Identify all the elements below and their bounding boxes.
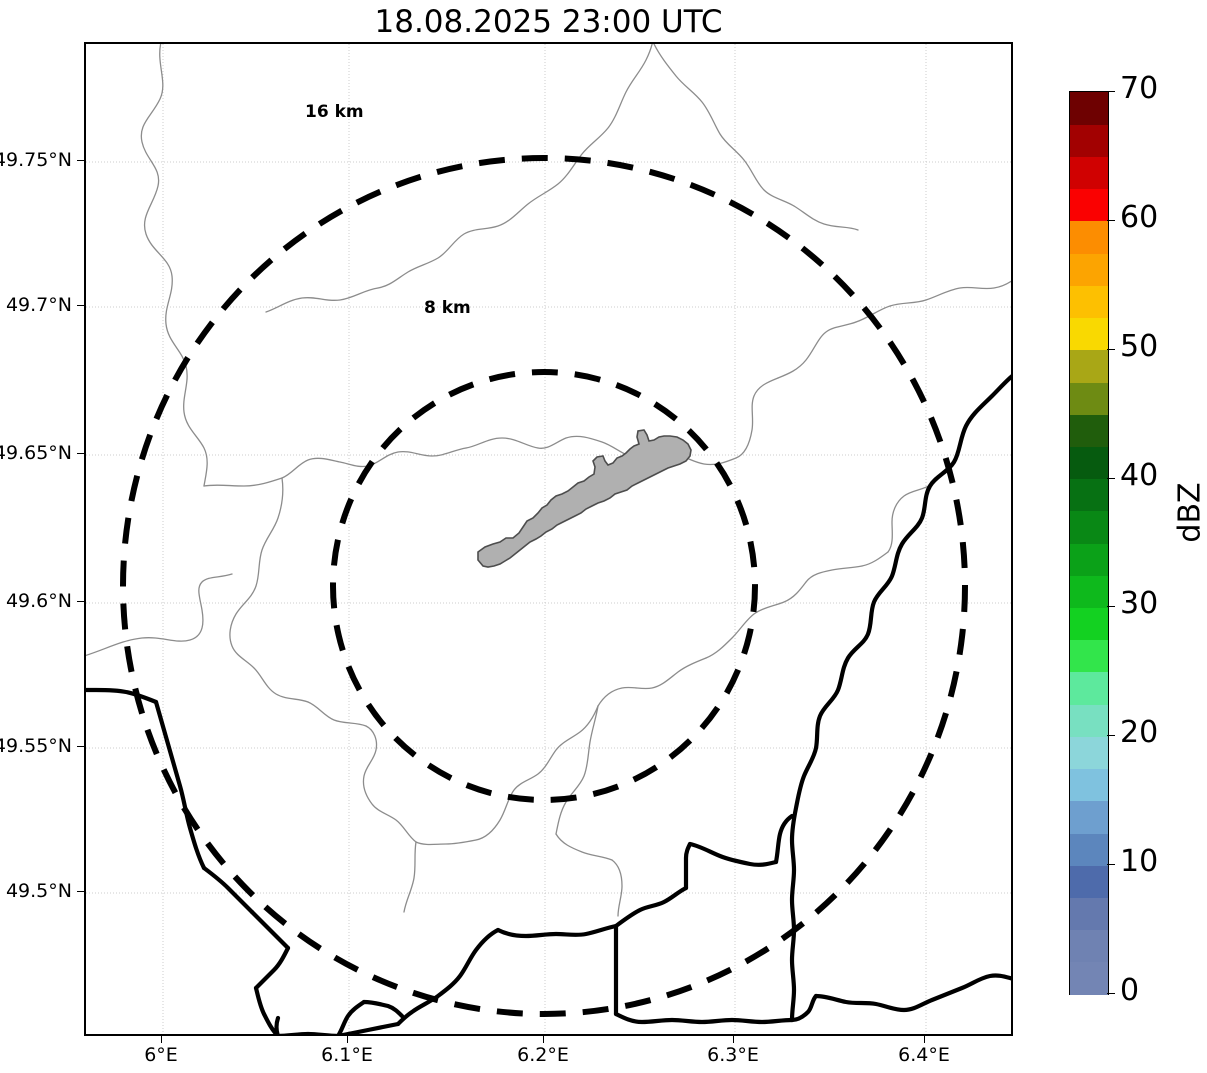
colorbar-band: [1070, 575, 1108, 609]
colorbar-band: [1070, 124, 1108, 158]
colorbar-band: [1070, 188, 1108, 222]
colorbar-band: [1070, 639, 1108, 673]
xtick-label-3: 6.3°E: [707, 1044, 759, 1066]
colorbar-tick-mark: [1107, 219, 1115, 221]
colorbar-band: [1070, 381, 1108, 415]
xtick-label-1: 6.1°E: [321, 1044, 373, 1066]
ytick-label-3: 49.6°N: [5, 590, 72, 612]
xtick-mark: [161, 1036, 162, 1043]
ytick-label-0: 49.75°N: [0, 149, 72, 171]
colorbar-tick-mark: [1107, 993, 1115, 994]
colorbar-band: [1070, 478, 1108, 512]
colorbar-band: [1070, 510, 1108, 544]
map-plot-area[interactable]: [84, 42, 1013, 1036]
colorbar-tick-label-70: 70: [1120, 71, 1159, 106]
range-ring-16km: [120, 155, 968, 1017]
xtick-mark: [924, 1036, 925, 1043]
xtick-label-2: 6.2°E: [517, 1044, 569, 1066]
colorbar-band: [1070, 92, 1108, 125]
colorbar-tick-mark: [1107, 477, 1115, 479]
colorbar-band: [1070, 800, 1108, 834]
range-ring-8km: [330, 369, 758, 803]
colorbar-band: [1070, 543, 1108, 576]
ytick-mark: [77, 891, 84, 892]
colorbar-band: [1070, 832, 1108, 866]
ytick-mark: [77, 601, 84, 602]
colorbar-tick-mark: [1107, 606, 1115, 608]
colorbar-band: [1070, 414, 1108, 447]
city-polygon: [477, 429, 692, 568]
colorbar-tick-label-30: 30: [1120, 586, 1159, 622]
colorbar-tick-label-60: 60: [1120, 199, 1159, 235]
colorbar-band: [1070, 929, 1108, 963]
colorbar-band: [1070, 736, 1108, 770]
ytick-label-4: 49.55°N: [0, 735, 72, 757]
page-title: 18.08.2025 23:00 UTC: [374, 4, 723, 40]
colorbar[interactable]: [1069, 91, 1109, 995]
colorbar-band: [1070, 317, 1108, 351]
colorbar-tick-label-50: 50: [1120, 328, 1159, 364]
colorbar-tick-mark: [1107, 91, 1115, 92]
colorbar-band: [1070, 156, 1108, 190]
ytick-label-2: 49.65°N: [0, 442, 72, 464]
colorbar-band: [1070, 671, 1108, 705]
colorbar-tick-mark: [1107, 735, 1115, 737]
colorbar-band: [1070, 897, 1108, 931]
colorbar-band: [1070, 285, 1108, 319]
colorbar-band: [1070, 253, 1108, 286]
xtick-label-4: 6.4°E: [898, 1044, 950, 1066]
colorbar-tick-label-40: 40: [1120, 457, 1159, 493]
colorbar-tick-label-20: 20: [1120, 715, 1159, 751]
xtick-mark: [733, 1036, 734, 1043]
ytick-mark: [77, 746, 84, 747]
ytick-mark: [77, 453, 84, 454]
colorbar-band: [1070, 220, 1108, 254]
colorbar-band: [1070, 607, 1108, 641]
range-ring-label-16km: 16 km: [305, 102, 364, 122]
ytick-label-5: 49.5°N: [5, 880, 72, 902]
country-border: [86, 374, 1011, 1034]
colorbar-band: [1070, 349, 1108, 383]
xtick-label-0: 6°E: [144, 1044, 178, 1066]
xtick-mark: [543, 1036, 544, 1043]
colorbar-band: [1070, 704, 1108, 737]
ytick-mark: [77, 305, 84, 306]
ytick-mark: [77, 160, 84, 161]
grid-lines: [86, 44, 1011, 1034]
colorbar-band: [1070, 865, 1108, 898]
ytick-label-1: 49.7°N: [5, 294, 72, 316]
colorbar-axis-label: dBZ: [1172, 482, 1207, 543]
colorbar-band: [1070, 446, 1108, 480]
admin-borders: [86, 44, 1011, 917]
colorbar-band: [1070, 768, 1108, 802]
colorbar-band: [1070, 961, 1108, 995]
colorbar-tick-mark: [1107, 348, 1115, 350]
range-ring-label-8km: 8 km: [424, 298, 471, 318]
colorbar-tick-label-10: 10: [1120, 844, 1159, 880]
colorbar-tick-label-0: 0: [1120, 973, 1140, 1008]
xtick-mark: [347, 1036, 348, 1043]
colorbar-tick-mark: [1107, 864, 1115, 866]
map-canvas: [86, 44, 1011, 1034]
